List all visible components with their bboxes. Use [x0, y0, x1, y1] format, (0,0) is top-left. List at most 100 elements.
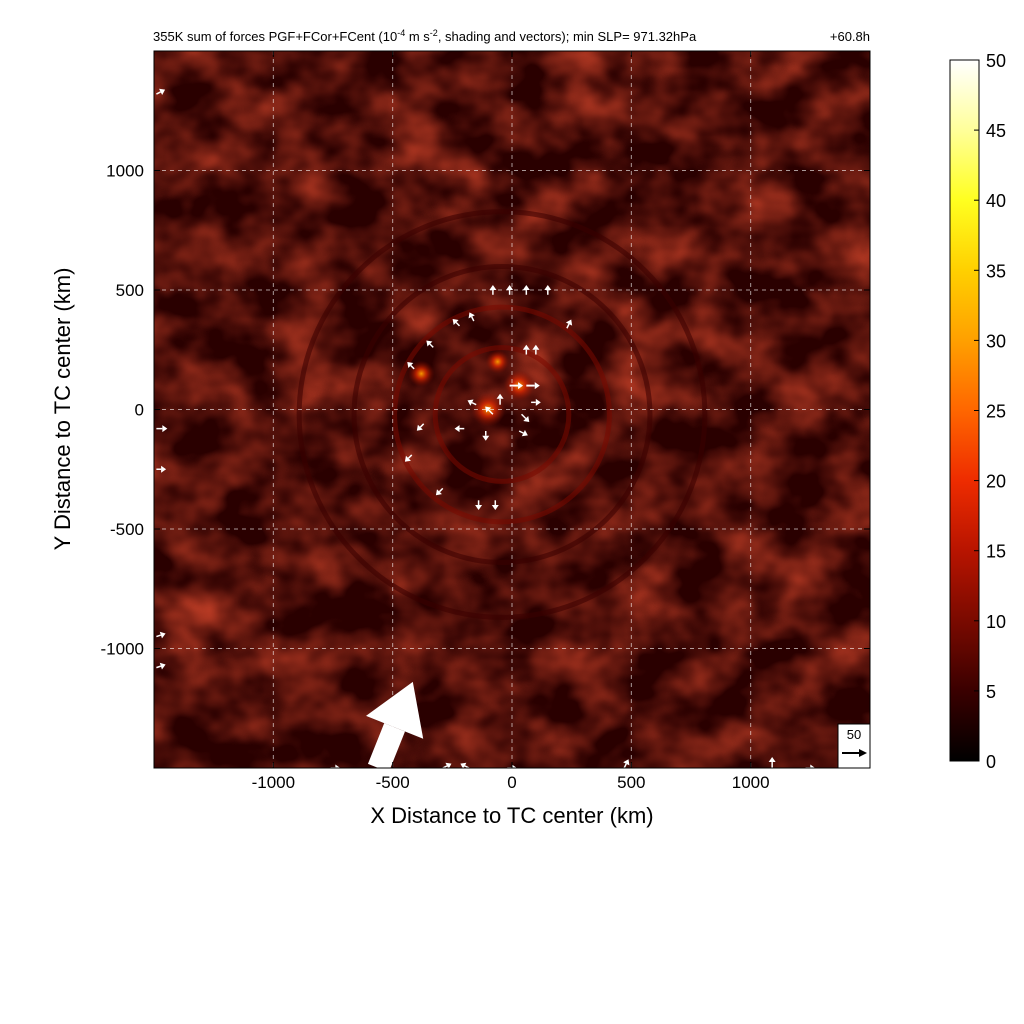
hot-spot	[485, 349, 510, 374]
force-vector-shaft	[429, 343, 434, 348]
force-vector-head	[416, 424, 423, 431]
colorbar-tick-label: 30	[986, 331, 1006, 351]
x-tick-label: 1000	[732, 773, 770, 792]
force-vector	[506, 285, 514, 295]
force-vector-head	[468, 312, 475, 319]
force-vector-shaft	[407, 454, 413, 459]
force-vector-head	[522, 344, 530, 350]
force-vector-head	[565, 319, 573, 326]
y-tick-label: 0	[135, 401, 144, 420]
plot-area	[154, 51, 870, 768]
force-vector-head	[482, 435, 490, 441]
colorbar-tick-label: 0	[986, 752, 996, 772]
force-vectors	[156, 88, 816, 768]
force-vector-shaft	[156, 634, 162, 638]
force-vector-head	[544, 285, 552, 291]
reference-vector-key: 50	[837, 723, 871, 769]
force-vector	[156, 631, 166, 639]
time-label: +60.8h	[830, 29, 870, 44]
force-vector	[544, 285, 552, 295]
force-vector-shaft	[521, 413, 527, 420]
force-vector-head	[159, 662, 166, 670]
y-tick-label: -1000	[101, 640, 144, 659]
colorbar-tick-label: 20	[986, 472, 1006, 492]
force-vector	[404, 454, 413, 462]
ring-band	[432, 345, 572, 484]
force-vector-head	[159, 631, 166, 639]
force-vector	[330, 764, 341, 768]
force-vector-shaft	[410, 365, 415, 370]
force-vector-head	[407, 361, 414, 369]
force-vector	[156, 662, 166, 670]
force-vector	[522, 344, 530, 355]
force-vector-head	[460, 762, 467, 768]
x-tick-label: -1000	[252, 773, 295, 792]
reference-vector-label: 50	[847, 727, 861, 742]
force-vector-head	[511, 764, 517, 768]
y-tick-label: 1000	[106, 162, 144, 181]
force-vector	[565, 319, 573, 329]
force-vector-head	[161, 465, 167, 473]
force-vector	[518, 429, 528, 437]
force-vector-head	[506, 285, 514, 291]
force-vector-shaft	[156, 665, 162, 669]
x-axis-ticks: -1000 -500 0 500 1000	[252, 51, 770, 792]
force-vector-head	[162, 425, 168, 433]
heatmap-texture	[154, 51, 870, 768]
force-vector	[156, 465, 167, 473]
force-vector-head	[445, 762, 452, 768]
force-vector-shaft	[566, 323, 570, 329]
force-vector	[768, 757, 776, 768]
colorbar-tick-label: 35	[986, 261, 1006, 281]
colorbar-tick-label: 15	[986, 542, 1006, 562]
force-vector	[522, 285, 530, 295]
force-vector-head	[518, 382, 524, 390]
force-vector	[805, 764, 816, 768]
y-tick-label: 500	[116, 281, 144, 300]
force-vector	[482, 431, 490, 441]
force-vector-shaft	[471, 401, 477, 406]
force-vector	[475, 500, 483, 511]
y-axis-ticks: -1000 -500 0 500 1000	[101, 162, 870, 659]
force-vector-head	[467, 399, 474, 406]
force-vector-head	[810, 764, 816, 768]
force-vector	[496, 393, 504, 405]
force-vector-head	[404, 455, 411, 462]
force-vector-head	[475, 505, 483, 511]
force-vector	[623, 759, 630, 768]
colorbar-tick-label: 10	[986, 612, 1006, 632]
force-vector	[521, 413, 530, 423]
force-vector	[156, 425, 168, 433]
force-vector-head	[454, 425, 460, 433]
force-vector-head	[523, 416, 530, 423]
heatmap-rings	[296, 209, 708, 620]
force-vector-shaft	[518, 430, 524, 434]
colorbar-tick-label: 50	[986, 51, 1006, 71]
ring-band	[351, 264, 653, 565]
x-axis-label: X Distance to TC center (km)	[370, 803, 653, 828]
force-vector	[468, 312, 475, 322]
force-vector-head	[623, 759, 630, 766]
force-vector	[491, 500, 499, 511]
chart-title: 355K sum of forces PGF+FCor+FCent (10-4 …	[153, 28, 697, 44]
force-vector	[485, 406, 494, 415]
force-vector	[416, 423, 425, 431]
force-vector-shaft	[156, 91, 161, 95]
colorbar-tick-label: 25	[986, 402, 1006, 422]
force-vector	[532, 344, 540, 355]
force-vector-head	[535, 398, 541, 406]
y-tick-label: -500	[110, 520, 144, 539]
force-vector-shaft	[419, 423, 425, 428]
force-vector-head	[335, 764, 341, 768]
hot-spot	[408, 360, 435, 387]
colorbar-ticks: 0 5 10 15 20 25 30 35 40 45 50	[974, 51, 1006, 772]
force-vector-head	[435, 489, 442, 496]
x-tick-label: 500	[617, 773, 645, 792]
force-vector-shaft	[488, 409, 494, 415]
ring-band	[296, 209, 708, 620]
force-vector-head	[489, 285, 497, 291]
force-vector	[452, 318, 461, 327]
force-vector	[407, 361, 415, 370]
y-axis-label: Y Distance to TC center (km)	[50, 268, 75, 551]
